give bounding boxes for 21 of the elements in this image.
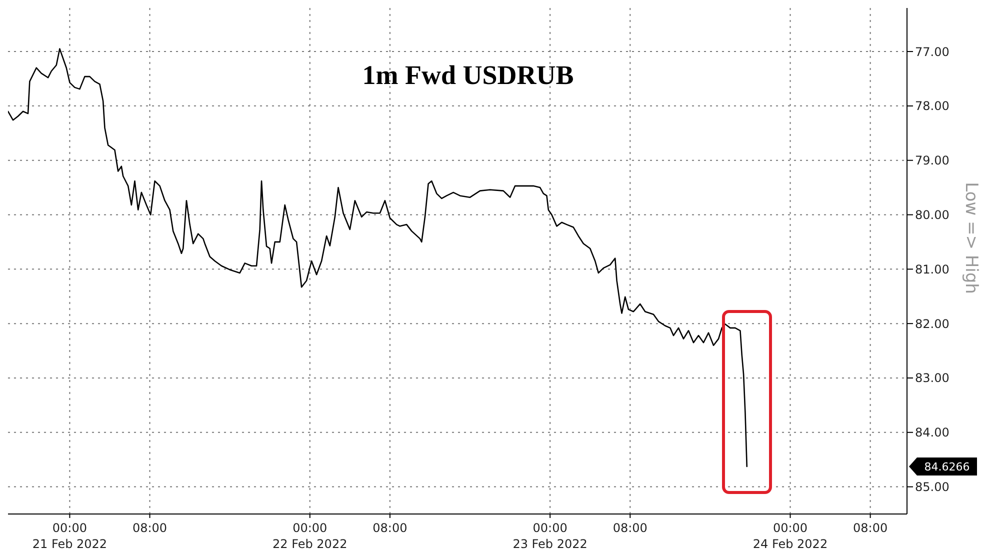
y-tick-label: 78.00 [915, 99, 950, 114]
x-tick-label: 08:00 [132, 521, 168, 535]
line-series [8, 48, 748, 468]
x-tick-label: 08:00 [372, 521, 408, 535]
x-tick-label: 00:00 24 Feb 2022 [752, 521, 828, 551]
x-tick-label: 00:00 22 Feb 2022 [272, 521, 348, 551]
x-tick-label: 00:00 23 Feb 2022 [512, 521, 588, 551]
y-tick-label: 82.00 [915, 316, 950, 331]
y-tick-label: 83.00 [915, 371, 950, 386]
y-tick-label: 81.00 [915, 262, 950, 276]
y-tick-label: 84.00 [915, 426, 950, 440]
x-tick-label: 00:00 21 Feb 2022 [32, 521, 108, 551]
text: 1m Fwd USDRUB [361, 60, 575, 91]
y-tick-label: 77.00 [915, 44, 950, 59]
y-tick-label: 80.00 [915, 208, 950, 222]
y-tick-label: 85.00 [915, 480, 950, 494]
text: 84.6266 [924, 460, 970, 474]
x-tick-label: 08:00 [612, 521, 648, 535]
y-axis-title: Low => High [960, 181, 981, 296]
x-tick-label: 08:00 [853, 521, 888, 535]
y-tick-label: 79.00 [915, 154, 950, 168]
